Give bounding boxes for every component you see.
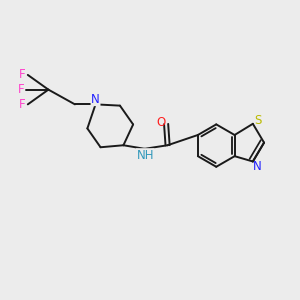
Text: F: F [18,83,24,96]
Text: N: N [91,93,100,106]
Text: NH: NH [136,149,154,162]
Text: F: F [19,68,26,81]
Text: F: F [19,98,26,111]
Text: S: S [254,114,262,127]
Text: O: O [156,116,165,129]
Text: N: N [253,160,261,173]
